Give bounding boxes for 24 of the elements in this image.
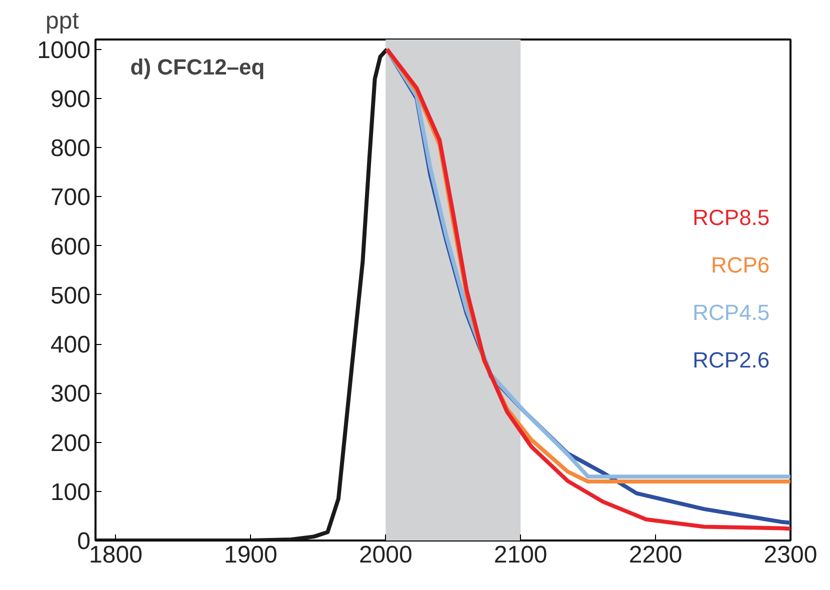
- x-tick-label: 1900: [224, 542, 278, 568]
- y-tick-label: 900: [50, 86, 91, 113]
- x-tick-label: 2200: [628, 542, 682, 568]
- x-tick-label: 2100: [494, 542, 548, 568]
- y-tick-label: 500: [50, 282, 91, 310]
- line-series: [96, 47, 389, 540]
- text: RCP4.5: [692, 300, 770, 326]
- y-tick-label: 300: [50, 380, 91, 408]
- text: RCP8.5: [692, 204, 770, 230]
- y-tick-label: 0: [77, 528, 91, 555]
- text: RCP2.6: [692, 348, 770, 373]
- x-tick-label: 2300: [764, 542, 818, 568]
- text: RCP6: [710, 252, 770, 278]
- y-tick-label: 600: [50, 233, 91, 260]
- annotation: d) CFC12–eq: [130, 54, 265, 80]
- y-tick-label: 1000: [37, 36, 90, 64]
- x-tick-label: 2000: [358, 542, 412, 568]
- y-tick-label: 200: [50, 430, 91, 457]
- y-tick-label: 700: [50, 184, 91, 212]
- y-axis-title: ppt: [46, 8, 80, 34]
- x-tick-label: 1800: [89, 542, 142, 568]
- y-tick-label: 800: [50, 135, 91, 162]
- y-tick-label: 400: [50, 332, 91, 359]
- y-tick-label: 100: [50, 478, 91, 506]
